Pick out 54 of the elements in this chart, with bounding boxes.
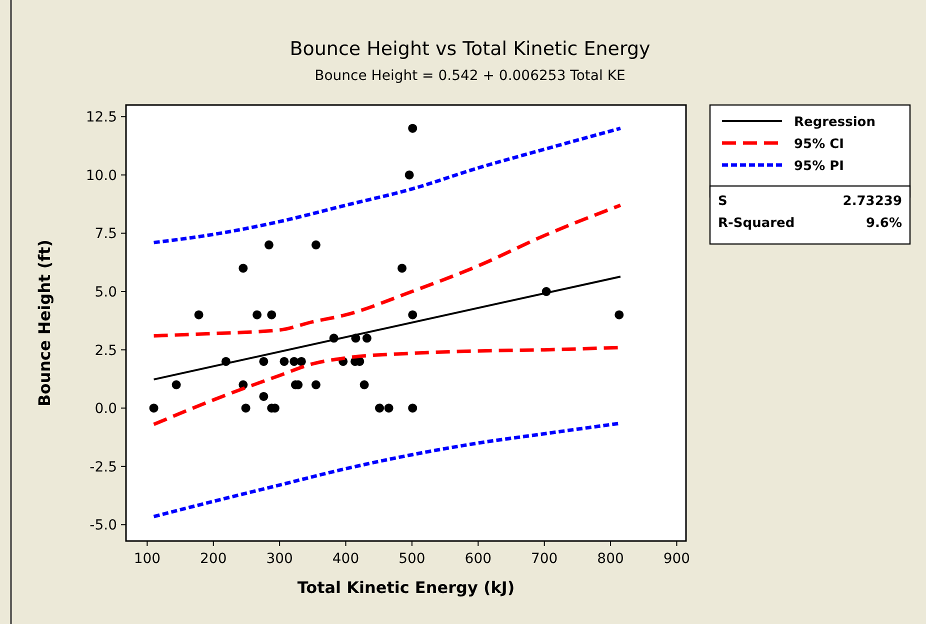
point bbox=[194, 310, 204, 320]
point bbox=[404, 170, 414, 180]
text: 2.73239 bbox=[842, 194, 902, 209]
text: R-Squared bbox=[718, 216, 795, 231]
point bbox=[614, 310, 624, 320]
x-tick-label: 400 bbox=[332, 551, 360, 567]
point bbox=[267, 310, 276, 320]
point bbox=[238, 264, 248, 273]
point bbox=[408, 124, 418, 133]
point bbox=[241, 404, 250, 413]
legend-label: 95% PI bbox=[794, 159, 844, 174]
legend-label: 95% CI bbox=[794, 137, 844, 152]
point bbox=[259, 392, 268, 401]
y-tick-label: -2.5 bbox=[90, 459, 117, 476]
point bbox=[398, 264, 407, 273]
point bbox=[311, 380, 320, 390]
point bbox=[264, 240, 274, 250]
point bbox=[408, 404, 418, 413]
x-tick-label: 600 bbox=[464, 551, 492, 567]
line-series bbox=[152, 204, 622, 338]
y-tick-label: 12.5 bbox=[86, 110, 117, 126]
point bbox=[296, 356, 306, 366]
point bbox=[252, 310, 262, 320]
chart-title: Bounce Height vs Total Kinetic Energy bbox=[290, 38, 650, 60]
point bbox=[259, 356, 268, 366]
point bbox=[172, 380, 181, 390]
line-series bbox=[152, 126, 622, 244]
y-tick-label: 7.5 bbox=[94, 226, 117, 242]
y-tick-label: 2.5 bbox=[94, 342, 117, 359]
x-tick-label: 300 bbox=[266, 551, 293, 567]
x-tick-label: 700 bbox=[530, 551, 558, 567]
legend-label: Regression bbox=[794, 115, 876, 130]
x-tick-label: 500 bbox=[398, 551, 426, 567]
text: S bbox=[718, 194, 728, 209]
point bbox=[384, 404, 394, 413]
x-tick-label: 200 bbox=[200, 551, 227, 567]
point bbox=[408, 310, 418, 320]
x-tick-label: 100 bbox=[134, 551, 161, 567]
point bbox=[149, 404, 158, 413]
y-tick-label: 10.0 bbox=[86, 168, 117, 184]
chart-subtitle: Bounce Height = 0.542 + 0.006253 Total KE bbox=[314, 68, 626, 84]
x-tick-label: 900 bbox=[663, 551, 690, 567]
y-tick-label: 0.0 bbox=[94, 401, 117, 418]
y-axis-title: Bounce Height (ft) bbox=[35, 240, 54, 406]
point bbox=[362, 334, 372, 343]
point bbox=[375, 404, 384, 413]
point bbox=[280, 356, 289, 366]
x-tick-label: 800 bbox=[597, 551, 624, 567]
point bbox=[360, 380, 369, 390]
y-tick-label: -5.0 bbox=[90, 518, 117, 534]
text: 9.6% bbox=[866, 216, 902, 231]
point bbox=[311, 240, 320, 250]
x-axis-title: Total Kinetic Energy (kJ) bbox=[297, 578, 515, 597]
y-tick-label: 5.0 bbox=[94, 284, 117, 301]
